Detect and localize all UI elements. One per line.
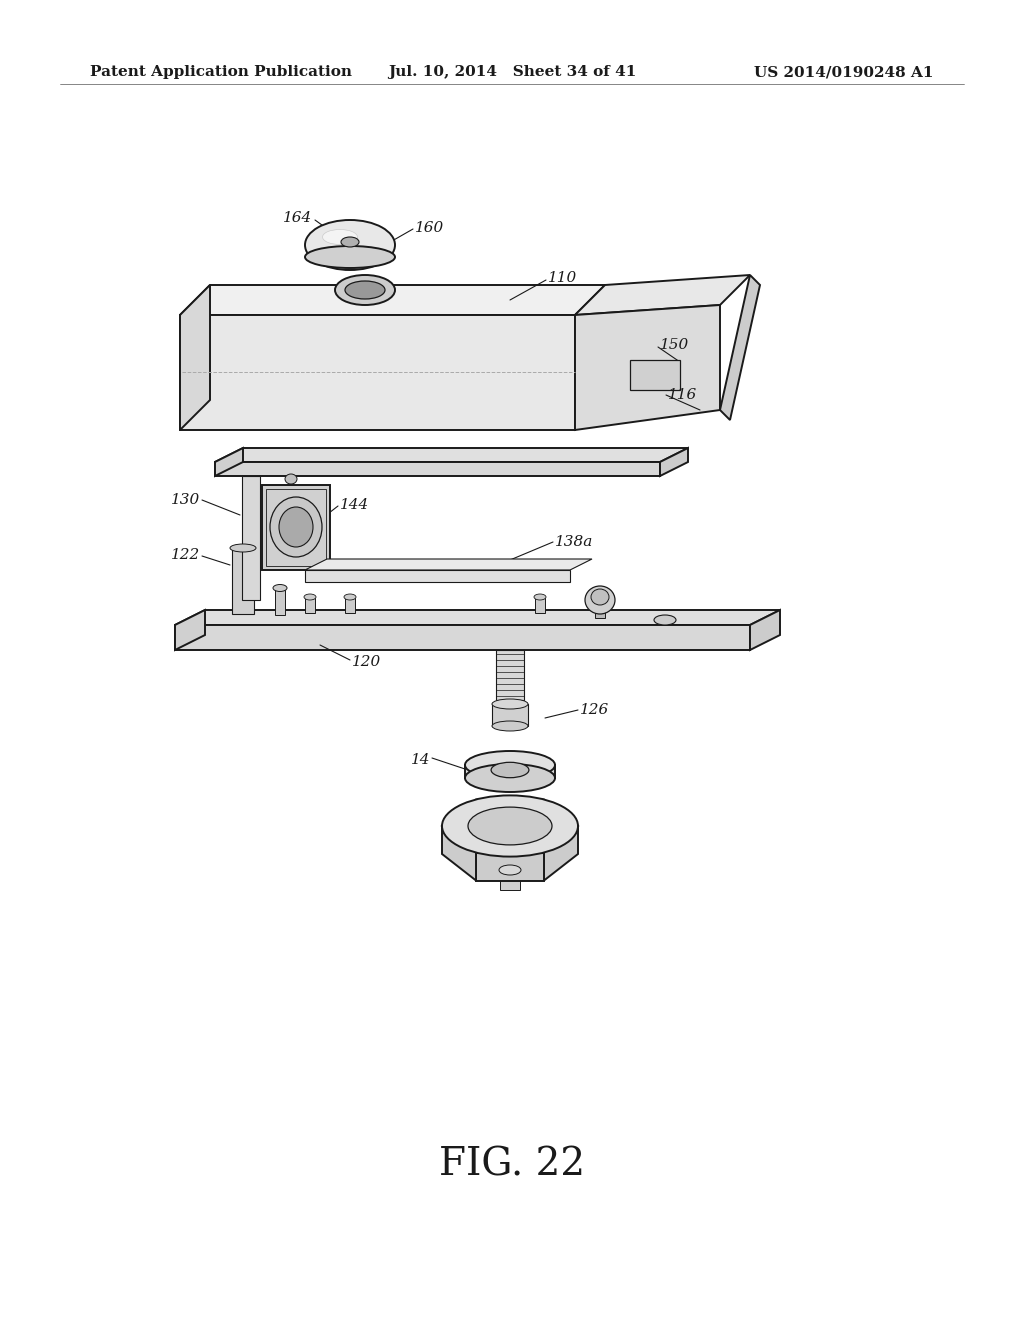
Polygon shape	[175, 610, 780, 624]
Text: US 2014/0190248 A1: US 2014/0190248 A1	[755, 65, 934, 79]
Text: FIG. 22: FIG. 22	[439, 1147, 585, 1184]
Polygon shape	[215, 447, 243, 477]
Text: 164: 164	[283, 211, 312, 224]
Polygon shape	[575, 275, 750, 315]
Ellipse shape	[591, 589, 609, 605]
Polygon shape	[242, 477, 260, 601]
Text: 138a: 138a	[555, 535, 593, 549]
Polygon shape	[175, 610, 205, 649]
Polygon shape	[180, 315, 575, 430]
Polygon shape	[215, 447, 688, 462]
Polygon shape	[575, 305, 720, 430]
Polygon shape	[305, 598, 315, 612]
Text: 130: 130	[171, 492, 200, 507]
Polygon shape	[442, 800, 578, 853]
Polygon shape	[232, 548, 254, 614]
Polygon shape	[175, 624, 750, 649]
Polygon shape	[305, 558, 592, 570]
Ellipse shape	[345, 281, 385, 300]
Text: 110: 110	[548, 271, 578, 285]
Ellipse shape	[465, 764, 555, 792]
Polygon shape	[630, 360, 680, 389]
Ellipse shape	[492, 700, 528, 709]
Polygon shape	[442, 826, 476, 880]
Ellipse shape	[492, 762, 529, 777]
Polygon shape	[180, 285, 605, 315]
Polygon shape	[720, 275, 760, 420]
Polygon shape	[275, 590, 285, 615]
Polygon shape	[544, 826, 578, 880]
Ellipse shape	[341, 238, 359, 247]
Polygon shape	[496, 649, 524, 700]
Ellipse shape	[305, 246, 395, 268]
Polygon shape	[660, 447, 688, 477]
Text: 14: 14	[411, 752, 430, 767]
Ellipse shape	[654, 615, 676, 624]
Polygon shape	[465, 766, 555, 777]
Text: 144: 144	[340, 498, 370, 512]
Ellipse shape	[465, 751, 555, 779]
Polygon shape	[492, 704, 528, 726]
Text: Patent Application Publication: Patent Application Publication	[90, 65, 352, 79]
Polygon shape	[345, 598, 355, 612]
Polygon shape	[215, 462, 660, 477]
Text: 126: 126	[580, 704, 609, 717]
Polygon shape	[750, 610, 780, 649]
Ellipse shape	[344, 594, 356, 601]
Ellipse shape	[285, 474, 297, 484]
Ellipse shape	[585, 586, 615, 614]
Ellipse shape	[279, 507, 313, 546]
Ellipse shape	[270, 498, 322, 557]
Polygon shape	[535, 598, 545, 612]
Text: 120: 120	[352, 655, 381, 669]
Ellipse shape	[323, 230, 357, 244]
Polygon shape	[180, 285, 210, 430]
Text: 116: 116	[668, 388, 697, 403]
Ellipse shape	[492, 721, 528, 731]
Ellipse shape	[534, 594, 546, 601]
Ellipse shape	[273, 585, 287, 591]
Text: 150: 150	[660, 338, 689, 352]
Ellipse shape	[468, 807, 552, 845]
Text: 160: 160	[415, 220, 444, 235]
Text: 122: 122	[171, 548, 200, 562]
Ellipse shape	[335, 275, 395, 305]
Polygon shape	[262, 484, 330, 570]
Polygon shape	[595, 610, 605, 618]
Ellipse shape	[305, 220, 395, 271]
Polygon shape	[476, 853, 544, 880]
Text: Jul. 10, 2014   Sheet 34 of 41: Jul. 10, 2014 Sheet 34 of 41	[388, 65, 636, 79]
Ellipse shape	[230, 544, 256, 552]
Ellipse shape	[442, 796, 578, 857]
Ellipse shape	[499, 865, 521, 875]
Ellipse shape	[304, 594, 316, 601]
Polygon shape	[305, 570, 570, 582]
Polygon shape	[500, 870, 520, 890]
Polygon shape	[266, 488, 326, 566]
